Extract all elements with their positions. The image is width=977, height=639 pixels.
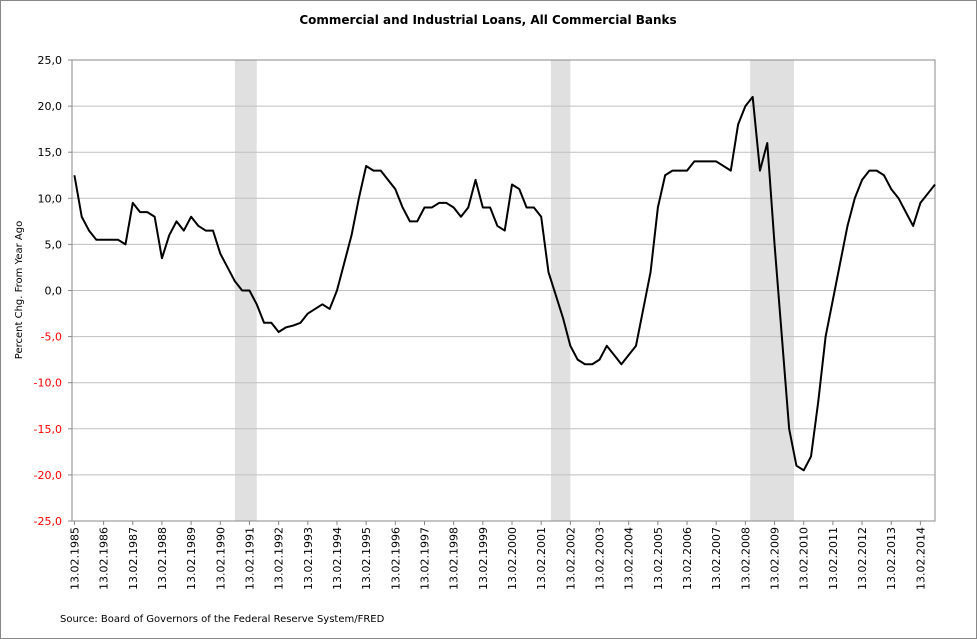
x-tick-label: 13.02.2008: [739, 527, 752, 590]
x-tick-label: 13.02.1991: [243, 527, 256, 590]
x-tick-label: 13.02.1989: [185, 527, 198, 590]
x-tick-label: 13.02.2002: [564, 527, 577, 590]
x-tick-label: 13.02.2004: [623, 527, 636, 590]
x-tick-label: 13.02.1992: [273, 527, 286, 590]
x-tick-label: 13.02.2010: [798, 527, 811, 590]
y-tick-label: -20,0: [34, 469, 62, 482]
x-tick-label: 13.02.1998: [448, 527, 461, 590]
x-tick-label: 13.02.2011: [827, 527, 840, 590]
x-tick-label: 13.02.2014: [914, 527, 927, 590]
x-tick-label: 13.02.2005: [652, 527, 665, 590]
x-tick-label: 13.02.2007: [710, 527, 723, 590]
x-tick-label: 13.02.1986: [98, 527, 111, 590]
y-tick-label: 25,0: [38, 54, 63, 67]
x-tick-label: 13.02.1997: [418, 527, 431, 590]
x-tick-label: 13.02.2003: [594, 527, 607, 590]
x-tick-label: 13.02.1987: [127, 527, 140, 590]
x-tick-label: 13.02.2009: [769, 527, 782, 590]
y-tick-label: -5,0: [41, 331, 62, 344]
source-note: Source: Board of Governors of the Federa…: [60, 614, 385, 625]
x-tick-label: 13.02.1993: [302, 527, 315, 590]
data-line: [73, 95, 936, 472]
x-tick-label: 13.02.2006: [681, 527, 694, 590]
y-tick-label: 20,0: [38, 100, 63, 113]
x-tick-label: 13.02.1996: [389, 527, 402, 590]
y-tick-label: 15,0: [38, 146, 63, 159]
x-tick-label: 13.02.1990: [214, 527, 227, 590]
x-tick-label: 13.02.2012: [856, 527, 869, 590]
y-tick-label: -25,0: [34, 515, 62, 528]
x-tick-label: 13.02.2001: [535, 527, 548, 590]
x-tick-label: 13.02.1995: [360, 527, 373, 590]
x-tick-label: 13.02.2013: [885, 527, 898, 590]
chart-title: Commercial and Industrial Loans, All Com…: [299, 13, 676, 27]
x-tick-label: 13.02.2000: [506, 527, 519, 590]
x-tick-label: 13.02.1988: [156, 527, 169, 590]
y-axis-label: Percent Chg. From Year Ago: [14, 221, 25, 359]
y-tick-label: -15,0: [34, 423, 62, 436]
y-tick-label: 0,0: [45, 285, 63, 298]
y-tick-label: 10,0: [38, 192, 63, 205]
x-tick-label: 13.02.1994: [331, 527, 344, 590]
plot-frame: [71, 59, 936, 522]
y-tick-label: -10,0: [34, 377, 62, 390]
y-tick-label: 5,0: [45, 238, 63, 251]
x-tick-label: 13.02.1999: [477, 527, 490, 590]
x-tick-label: 13.02.1985: [68, 527, 81, 590]
